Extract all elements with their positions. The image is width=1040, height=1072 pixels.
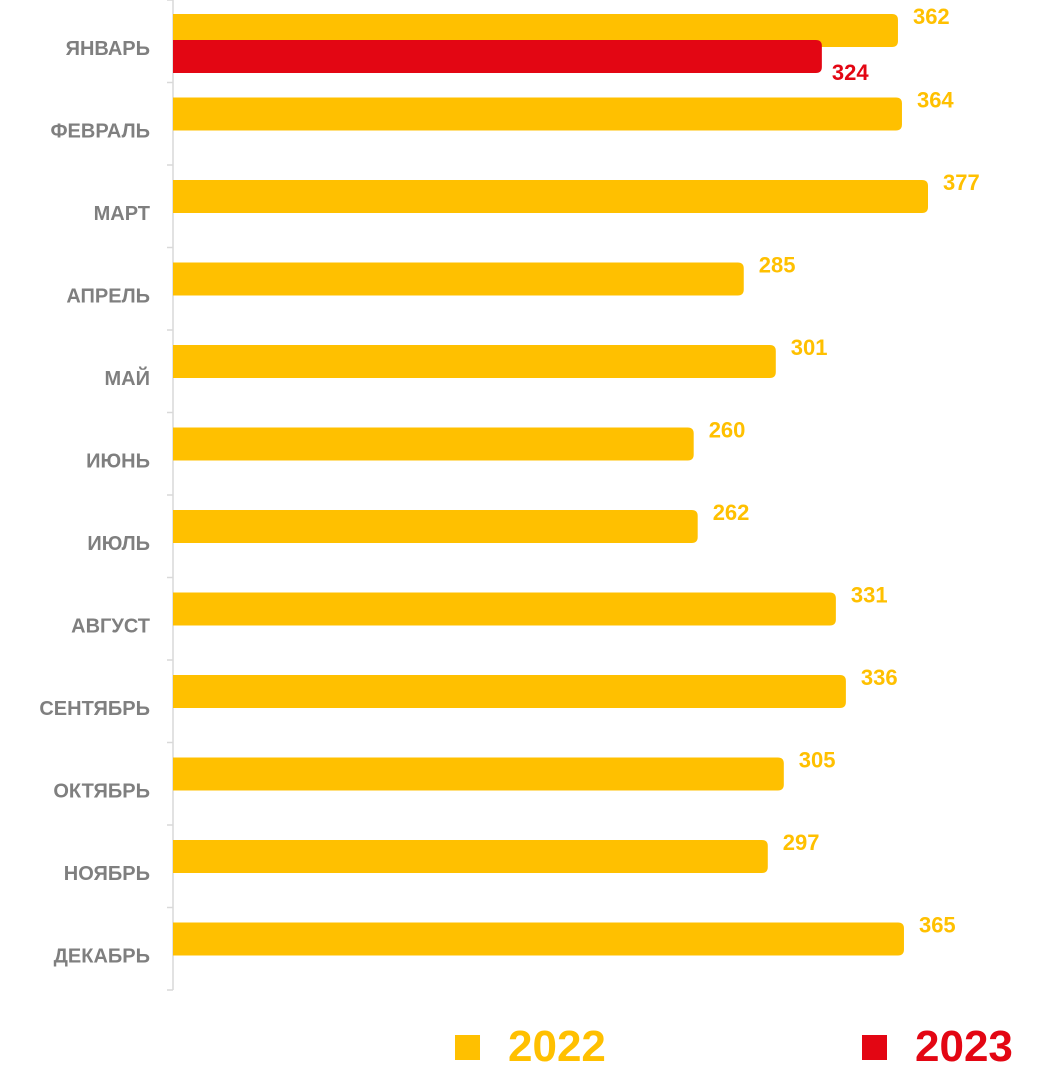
bar-2022-август: [173, 592, 836, 626]
bar-2022-сентябрь: [173, 675, 846, 708]
data-label-2022-сентябрь: 336: [861, 665, 898, 690]
category-label-август: АВГУСТ: [71, 616, 150, 638]
legend-label-2022: 2022: [508, 1022, 606, 1071]
bar-2022-март: [173, 180, 928, 213]
bar-2022-ноябрь: [173, 840, 768, 873]
bar-2022-июнь: [173, 427, 694, 461]
data-label-2022-ноябрь: 297: [783, 830, 820, 855]
bar-2022-февраль: [173, 97, 902, 131]
bar-2022-июль: [173, 510, 698, 543]
data-label-2022-июль: 262: [713, 500, 750, 525]
legend-item-2022: 2022: [455, 1022, 606, 1072]
category-label-март: МАРТ: [94, 203, 150, 225]
data-label-2022-май: 301: [791, 335, 828, 360]
category-label-ноябрь: НОЯБРЬ: [64, 863, 150, 885]
data-label-2022-январь: 362: [913, 4, 950, 29]
legend-swatch-2023: [862, 1034, 887, 1060]
bar-2022-октябрь: [173, 757, 784, 791]
data-label-2023-январь: 324: [832, 60, 869, 85]
bar-2022-май: [173, 345, 776, 378]
bar-2022-апрель: [173, 262, 744, 296]
data-label-2022-апрель: 285: [759, 253, 796, 278]
category-label-апрель: АПРЕЛЬ: [66, 286, 150, 308]
category-label-октябрь: ОКТЯБРЬ: [53, 781, 150, 803]
category-label-декабрь: ДЕКАБРЬ: [54, 946, 150, 968]
legend-swatch-2022: [455, 1034, 480, 1060]
category-label-май: МАЙ: [105, 366, 150, 390]
category-label-февраль: ФЕВРАЛЬ: [50, 121, 150, 143]
bar-2022-декабрь: [173, 922, 904, 956]
data-label-2022-октябрь: 305: [799, 748, 836, 773]
legend-label-2023: 2023: [915, 1022, 1013, 1071]
bar-2022-январь: [173, 14, 898, 47]
legend-item-2023: 2023: [862, 1022, 1013, 1072]
category-label-январь: ЯНВАРЬ: [66, 38, 150, 60]
data-label-2022-декабрь: 365: [919, 913, 956, 938]
category-label-июнь: ИЮНЬ: [86, 451, 150, 473]
bar-2023-январь: [173, 40, 822, 73]
data-label-2022-август: 331: [851, 583, 888, 608]
data-label-2022-февраль: 364: [917, 88, 954, 113]
category-label-сентябрь: СЕНТЯБРЬ: [39, 698, 150, 720]
bar-chart: ЯНВАРЬ 362 324 ФЕВРАЛЬ 364 МАРТ 377 АПРЕЛЬ 285 МА…: [39, 0, 980, 991]
category-label-июль: ИЮЛЬ: [87, 533, 150, 555]
data-label-2022-июнь: 260: [709, 418, 746, 443]
data-label-2022-март: 377: [943, 170, 980, 195]
